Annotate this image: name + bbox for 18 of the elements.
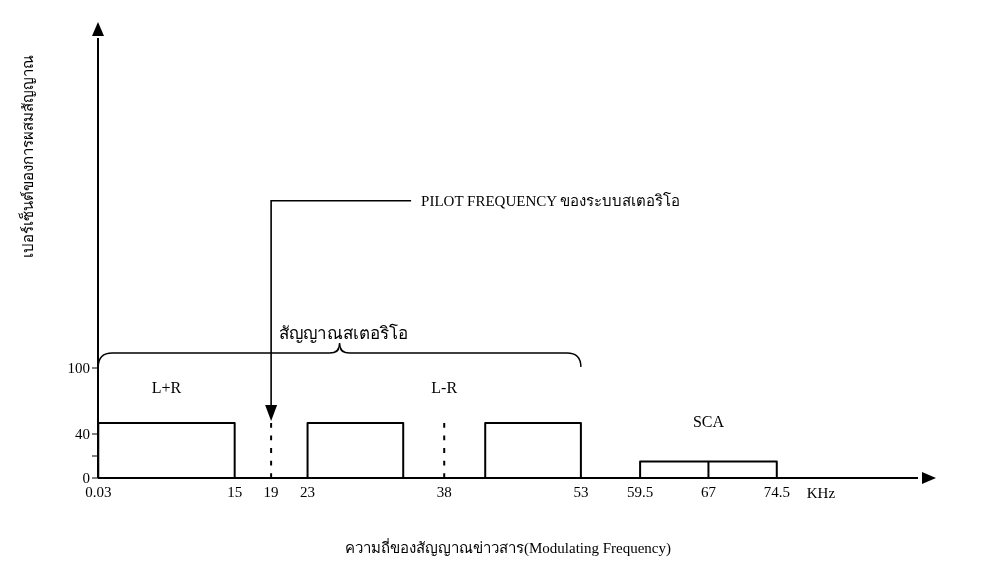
annotation: L+R [151, 379, 182, 396]
x-tick-label: 23 [300, 483, 316, 500]
y-tick-label: 100 [67, 360, 90, 377]
annotation: PILOT FREQUENCY ของระบบสเตอริโอ [421, 191, 681, 209]
annotation: SCA [692, 412, 725, 430]
x-tick-label: 19 [263, 483, 279, 500]
x-axis-title: ความถี่ของสัญญาณข่าวสาร(Modulating Frequency) [344, 537, 672, 557]
y-tick-label: 40 [75, 426, 90, 443]
x-tick-label: 53 [573, 483, 589, 500]
annotation: สัญญาณสเตอริโอ [279, 323, 409, 343]
x-tick-label: 38 [436, 483, 452, 500]
annotation: L-R [431, 379, 458, 396]
x-tick-label: 67 [700, 483, 717, 500]
x-tick-label: 15 [227, 483, 243, 500]
y-axis-title: เปอร์เซ็นต์ของการผสมสัญญาณ [18, 55, 37, 258]
text: KHz [806, 485, 836, 501]
x-tick-label: 59.5 [626, 483, 654, 500]
x-tick-label: 74.5 [763, 483, 790, 500]
